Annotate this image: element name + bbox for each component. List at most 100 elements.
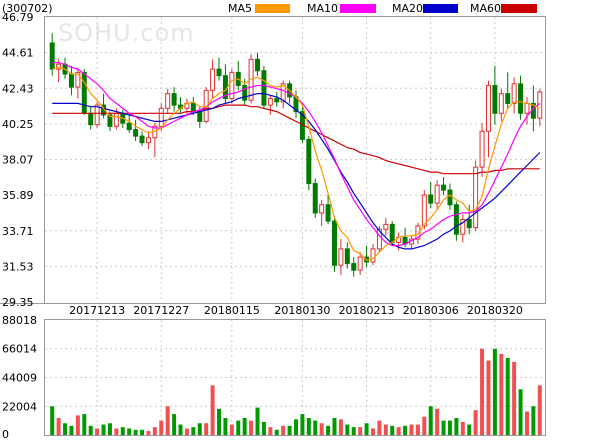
volume-bar xyxy=(56,418,61,435)
volume-bar xyxy=(287,425,292,435)
candle-body xyxy=(389,223,395,243)
date-tick-label: 20171227 xyxy=(133,304,189,317)
volume-bar xyxy=(377,420,382,435)
candle xyxy=(518,75,524,120)
volume-bar xyxy=(114,428,119,435)
price-axis: 46.79 44.61 42.43 40.25 38.07 35.89 33.71 31.53… xyxy=(2,11,34,309)
legend-ma5-label: MA5 xyxy=(228,2,252,15)
volume-bar xyxy=(428,406,433,435)
candle xyxy=(485,80,491,158)
candle-body xyxy=(332,220,337,266)
price-tick-label: 40.25 xyxy=(2,118,34,131)
candle-body xyxy=(485,84,491,132)
candle xyxy=(274,92,280,107)
legend: MA5 MA10 MA20 MA60 xyxy=(228,2,537,15)
price-tick-label: 29.35 xyxy=(2,296,34,309)
candle xyxy=(505,72,511,109)
candle xyxy=(428,181,434,209)
candle-body xyxy=(460,218,466,235)
candle xyxy=(133,119,139,142)
price-tick-label: 31.53 xyxy=(2,260,34,273)
candle-body xyxy=(126,122,132,131)
volume-axis: 88018 66014 44009 22004 0 xyxy=(2,314,37,440)
candle-body xyxy=(524,102,530,114)
candle xyxy=(511,77,517,114)
candle-body xyxy=(453,204,459,235)
volume-bar xyxy=(319,423,324,435)
volume-bars xyxy=(50,348,542,435)
candle-body xyxy=(473,166,479,229)
ma60-line xyxy=(52,104,540,175)
volume-bar xyxy=(300,414,305,435)
candle-body xyxy=(139,135,145,144)
candle xyxy=(145,131,151,150)
legend-ma10-swatch xyxy=(340,4,376,13)
candle xyxy=(338,239,344,276)
volume-tick-label: 66014 xyxy=(2,343,37,356)
candle-body xyxy=(383,223,389,230)
candle-body xyxy=(325,204,331,222)
candle-body xyxy=(113,112,119,127)
volume-bar xyxy=(524,411,529,435)
volume-bar xyxy=(274,429,279,435)
volume-bar xyxy=(415,424,420,435)
candle xyxy=(107,111,113,132)
candle-body xyxy=(88,112,94,126)
date-tick-label: 20180320 xyxy=(467,304,523,317)
candle-body xyxy=(492,84,498,114)
volume-bar xyxy=(345,424,350,435)
candle-body xyxy=(197,111,203,122)
candle xyxy=(126,114,132,133)
candle-body xyxy=(75,71,81,88)
legend-ma60-label: MA60 xyxy=(470,2,501,15)
volume-bar xyxy=(403,425,408,435)
ma5-line xyxy=(52,66,541,261)
volume-bar xyxy=(370,428,375,435)
candle-body xyxy=(145,137,151,144)
volume-bar xyxy=(120,427,125,435)
volume-bar xyxy=(146,431,151,435)
candle-body xyxy=(210,68,216,91)
candle xyxy=(210,59,216,99)
candle xyxy=(479,123,485,177)
candle xyxy=(267,95,273,115)
candle-body xyxy=(447,189,453,206)
price-tick-label: 38.07 xyxy=(2,154,34,167)
volume-bar xyxy=(50,406,55,435)
candle-body xyxy=(306,138,312,185)
candle-body xyxy=(94,104,100,126)
candle-body xyxy=(498,93,504,114)
volume-bar xyxy=(63,423,68,435)
candle-body xyxy=(344,248,350,265)
candle xyxy=(460,214,466,243)
candle-body xyxy=(518,83,524,114)
candle-body xyxy=(229,71,235,100)
volume-bar xyxy=(191,427,196,435)
candle-body xyxy=(428,194,434,204)
candle-body xyxy=(280,83,286,103)
volume-bar xyxy=(531,406,536,435)
volume-bar xyxy=(184,428,189,435)
candle-body xyxy=(274,98,280,103)
candle-body xyxy=(261,70,267,106)
volume-bar xyxy=(338,419,343,435)
volume-bar xyxy=(95,428,100,435)
candle xyxy=(75,67,81,99)
candle xyxy=(492,65,498,125)
date-axis: 20171213 20171227 20180115 20180130 20180213… xyxy=(69,304,523,317)
candle xyxy=(498,88,504,122)
date-tick-label: 20180130 xyxy=(274,304,330,317)
candle xyxy=(383,217,389,236)
price-tick-label: 35.89 xyxy=(2,189,34,202)
candle-body xyxy=(81,71,87,114)
candle xyxy=(319,199,325,227)
volume-bar xyxy=(88,425,93,435)
volume-bar xyxy=(351,427,356,435)
candle-body xyxy=(190,102,196,113)
volume-bar xyxy=(229,424,234,435)
candle xyxy=(255,52,260,76)
candle xyxy=(332,216,337,272)
legend-ma10-label: MA10 xyxy=(307,2,338,15)
volume-tick-label: 0 xyxy=(2,428,9,440)
